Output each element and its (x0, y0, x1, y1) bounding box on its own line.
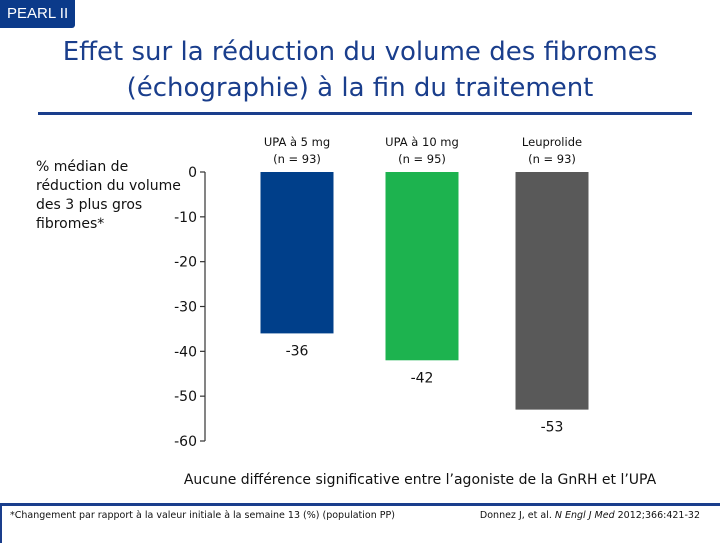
significance-note: Aucune différence significative entre l’… (183, 472, 657, 488)
y-tick-label: 0 (188, 165, 197, 181)
data-label: -53 (541, 420, 564, 436)
title-line-1: Effet sur la réduction du volume des fib… (62, 37, 658, 67)
footer-bar (0, 503, 720, 543)
bar-chart: 0 -10 -20 -30 -40 -50 -60 UPA à 5 mg (n = 93) -36… (174, 135, 589, 450)
study-badge: PEARL II (0, 0, 76, 28)
bar (515, 172, 589, 410)
title-line-2: (échographie) à la fin du traitement (126, 73, 594, 103)
citation-rest: 2012;366:421-32 (614, 510, 700, 521)
y-tick-label: -60 (174, 434, 197, 450)
category-label: UPA à 10 mg (385, 135, 459, 149)
y-tick-label: -40 (174, 344, 197, 360)
page-title: Effet sur la réduction du volume des fib… (20, 34, 700, 106)
y-tick-label: -10 (174, 210, 197, 226)
title-divider (38, 112, 692, 115)
category-label: (n = 93) (273, 152, 321, 166)
citation: Donnez J, et al. N Engl J Med 2012;366:4… (480, 510, 700, 521)
data-label: -42 (411, 370, 434, 386)
y-tick-label: -50 (174, 389, 197, 405)
citation-authors: Donnez J, et al. (479, 510, 555, 521)
citation-journal: N Engl J Med (554, 510, 615, 521)
y-axis-label: % médian de réduction du volume des 3 pl… (36, 159, 181, 232)
category-label: UPA à 5 mg (264, 135, 330, 149)
data-label: -36 (286, 343, 309, 359)
bar (385, 172, 459, 361)
y-tick-label: -20 (174, 255, 197, 271)
y-tick-label: -30 (174, 300, 197, 316)
footnote: *Changement par rapport à la valeur init… (10, 510, 395, 521)
category-label: (n = 93) (528, 152, 576, 166)
category-label: (n = 95) (398, 152, 446, 166)
category-label: Leuprolide (522, 135, 582, 149)
bar (260, 172, 334, 334)
